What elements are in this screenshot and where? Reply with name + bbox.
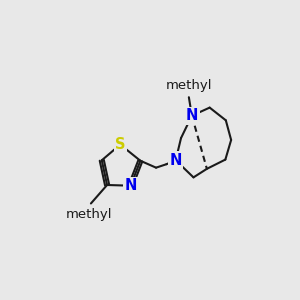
Text: methyl: methyl	[166, 79, 212, 92]
Text: N: N	[169, 153, 182, 168]
Text: N: N	[186, 108, 198, 123]
Text: methyl: methyl	[66, 208, 112, 220]
Text: S: S	[115, 137, 125, 152]
Text: N: N	[124, 178, 137, 193]
